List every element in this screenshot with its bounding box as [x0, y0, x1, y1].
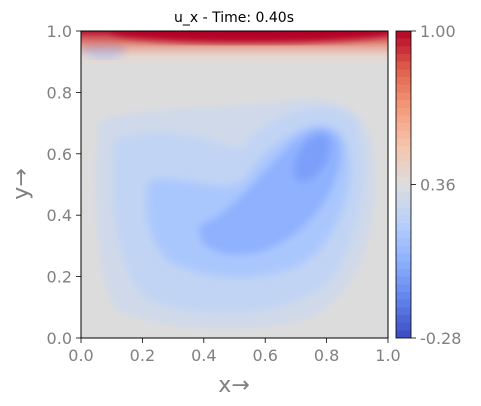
lid-jet-peak — [110, 31, 388, 43]
y-tick-label: 0.0 — [47, 329, 72, 348]
x-tick-label: 1.0 — [375, 346, 400, 365]
colorbar-tick-label: -0.28 — [420, 329, 461, 348]
x-tick-label: 0.6 — [252, 346, 277, 365]
colorbar-gradient — [396, 31, 411, 338]
y-axis-label: y→ — [9, 168, 34, 199]
x-axis-label: x→ — [218, 373, 249, 398]
colorbar-tick-label: 0.36 — [420, 176, 456, 195]
vortex-minimum — [294, 134, 330, 182]
y-tick-label: 1.0 — [47, 22, 72, 41]
y-tick-label: 0.8 — [47, 83, 72, 102]
y-tick-label: 0.2 — [47, 268, 72, 287]
colorbar-tick-label: 1.00 — [420, 22, 456, 41]
heatmap-field — [81, 31, 388, 338]
colorbar: -0.28 0.36 1.00 — [395, 22, 461, 348]
chart-title: u_x - Time: 0.40s — [174, 10, 294, 26]
y-tick-label: 0.4 — [47, 206, 72, 225]
x-axis: 0.0 0.2 0.4 0.6 0.8 1.0 — [68, 338, 401, 365]
x-tick-label: 0.0 — [68, 346, 93, 365]
x-tick-label: 0.2 — [130, 346, 155, 365]
colorbar-ticks: -0.28 0.36 1.00 — [411, 22, 461, 348]
y-tick-label: 0.6 — [47, 145, 72, 164]
plot-frame — [80, 30, 389, 339]
x-tick-label: 0.8 — [314, 346, 339, 365]
x-tick-label: 0.4 — [191, 346, 216, 365]
y-axis: 0.0 0.2 0.4 0.6 0.8 1.0 — [47, 22, 81, 348]
